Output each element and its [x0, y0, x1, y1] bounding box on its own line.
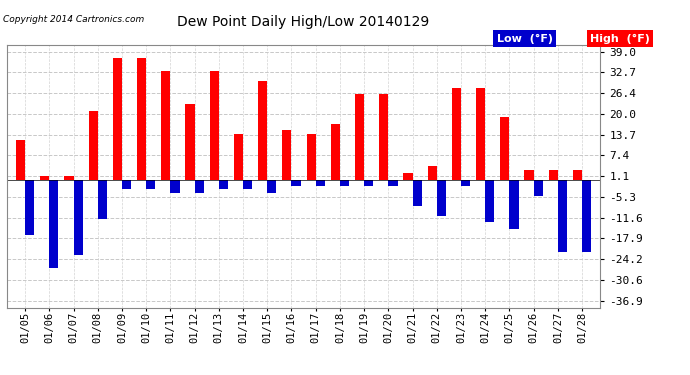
Bar [74, 180, 83, 255]
Bar [340, 180, 349, 186]
Bar [452, 88, 461, 180]
Text: Dew Point Daily High/Low 20140129: Dew Point Daily High/Low 20140129 [177, 15, 430, 29]
Bar [170, 180, 179, 193]
Bar [388, 180, 397, 186]
Bar [558, 180, 567, 252]
Bar [243, 180, 253, 189]
Bar [146, 180, 155, 189]
Bar [186, 104, 195, 180]
Bar [476, 88, 485, 180]
Bar [258, 81, 267, 180]
Bar [306, 134, 316, 180]
Bar [355, 94, 364, 180]
Bar [331, 124, 340, 180]
Bar [219, 180, 228, 189]
Bar [461, 180, 471, 186]
Text: High  (°F): High (°F) [590, 34, 650, 44]
Bar [122, 180, 131, 189]
Bar [282, 130, 291, 180]
Bar [364, 180, 373, 186]
Bar [25, 180, 34, 236]
Bar [98, 180, 107, 219]
Bar [533, 180, 543, 196]
Bar [49, 180, 59, 268]
Bar [485, 180, 495, 222]
Bar [112, 58, 122, 180]
Bar [524, 170, 533, 180]
Bar [549, 170, 558, 180]
Bar [234, 134, 243, 180]
Bar [509, 180, 519, 229]
Text: Low  (°F): Low (°F) [497, 34, 553, 44]
Bar [291, 180, 301, 186]
Bar [137, 58, 146, 180]
Bar [437, 180, 446, 216]
Bar [582, 180, 591, 252]
Bar [16, 140, 25, 180]
Bar [404, 173, 413, 180]
Bar [210, 71, 219, 180]
Bar [88, 111, 98, 180]
Bar [500, 117, 509, 180]
Bar [316, 180, 325, 186]
Text: Copyright 2014 Cartronics.com: Copyright 2014 Cartronics.com [3, 15, 145, 24]
Bar [40, 176, 49, 180]
Bar [195, 180, 204, 193]
Bar [161, 71, 170, 180]
Bar [413, 180, 422, 206]
Bar [428, 166, 437, 180]
Bar [267, 180, 277, 193]
Bar [64, 176, 74, 180]
Bar [380, 94, 388, 180]
Bar [573, 170, 582, 180]
